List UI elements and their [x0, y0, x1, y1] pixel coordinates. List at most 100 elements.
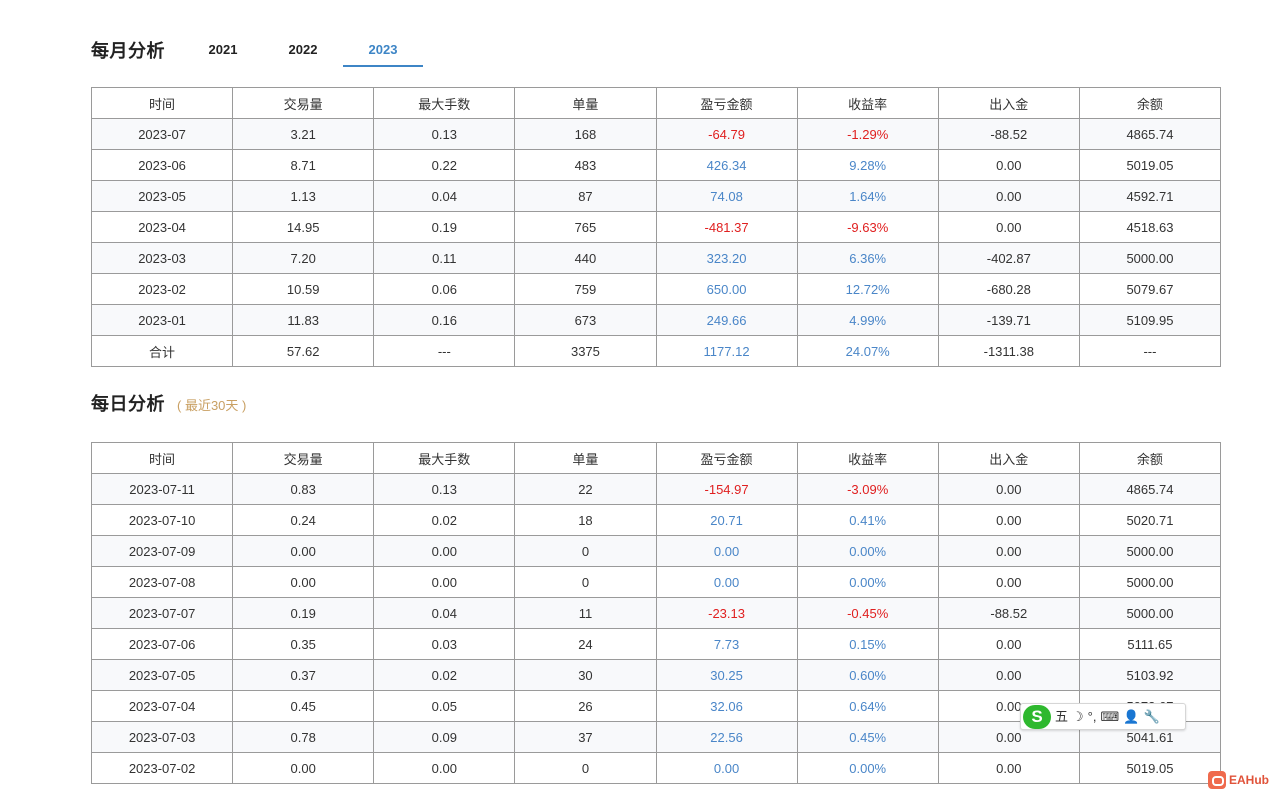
cell-orders: 673 [514, 304, 657, 336]
cell-max-lots: 0.22 [373, 149, 516, 181]
cell-time: 2023-07-07 [90, 597, 234, 629]
cell-yield: 0.60% [796, 659, 939, 691]
cell-pnl: -64.79 [655, 118, 798, 150]
cell-time: 2023-07-02 [90, 752, 234, 784]
ime-toolbar[interactable]: S 五 ☽ °, ⌨ 👤 🔧 [1020, 703, 1186, 730]
cell-balance: --- [1078, 335, 1222, 367]
column-header-volume: 交易量 [232, 442, 375, 474]
cell-volume: 3.21 [232, 118, 375, 150]
cell-orders: 26 [514, 690, 657, 722]
cell-volume: 1.13 [232, 180, 375, 212]
column-header-orders: 单量 [514, 442, 657, 474]
daily-table-header: 时间 交易量 最大手数 单量 盈亏金额 收益率 出入金 余额 [90, 442, 1222, 474]
cell-volume: 0.24 [232, 504, 375, 536]
cell-time: 2023-07-10 [90, 504, 234, 536]
table-row: 2023-07-05 0.37 0.02 30 30.25 0.60% 0.00 5103.9… [90, 659, 1222, 691]
column-header-max-lots: 最大手数 [373, 87, 516, 119]
sogou-logo-icon[interactable]: S [1023, 704, 1051, 729]
wrench-icon[interactable]: 🔧 [1143, 708, 1160, 724]
cell-deposit: -139.71 [937, 304, 1080, 336]
cell-max-lots: 0.13 [373, 473, 516, 505]
cell-yield: 0.00% [796, 752, 939, 784]
cell-balance: 5000.00 [1078, 242, 1222, 274]
column-header-orders: 单量 [514, 87, 657, 119]
cell-max-lots: 0.00 [373, 535, 516, 567]
cell-max-lots: 0.02 [373, 504, 516, 536]
cell-pnl: -23.13 [655, 597, 798, 629]
tab-year-2023[interactable]: 2023 [343, 33, 423, 67]
cell-volume: 0.35 [232, 628, 375, 660]
cell-pnl: 1177.12 [655, 335, 798, 367]
monthly-header: 每月分析 [91, 37, 165, 63]
keyboard-icon[interactable]: ⌨ [1100, 708, 1120, 724]
table-row: 2023-07-10 0.24 0.02 18 20.71 0.41% 0.00 5020.7… [90, 504, 1222, 536]
cell-deposit: 0.00 [937, 659, 1080, 691]
wubi-mode-icon[interactable]: 五 [1055, 708, 1069, 724]
cell-volume: 0.00 [232, 752, 375, 784]
cell-yield: 0.64% [796, 690, 939, 722]
cell-deposit: 0.00 [937, 628, 1080, 660]
cell-yield: 9.28% [796, 149, 939, 181]
cell-yield: -3.09% [796, 473, 939, 505]
cell-orders: 37 [514, 721, 657, 753]
cell-max-lots: 0.11 [373, 242, 516, 274]
cell-max-lots: 0.05 [373, 690, 516, 722]
moon-icon[interactable]: ☽ [1072, 708, 1084, 724]
cell-yield: 4.99% [796, 304, 939, 336]
table-row: 2023-07-11 0.83 0.13 22 -154.97 -3.09% 0.00 486… [90, 473, 1222, 505]
table-row: 2023-07-08 0.00 0.00 0 0.00 0.00% 0.00 5000.00 [90, 566, 1222, 598]
cell-pnl: 249.66 [655, 304, 798, 336]
cell-max-lots: 0.13 [373, 118, 516, 150]
table-row: 2023-01 11.83 0.16 673 249.66 4.99% -139.71 510… [90, 304, 1222, 336]
cell-max-lots: 0.09 [373, 721, 516, 753]
tab-year-2022[interactable]: 2022 [288, 42, 318, 57]
cell-balance: 5019.05 [1078, 752, 1222, 784]
cell-time: 2023-07-09 [90, 535, 234, 567]
daily-title: 每日分析 [91, 394, 165, 414]
cell-yield: 0.00% [796, 535, 939, 567]
column-header-yield: 收益率 [796, 442, 939, 474]
cell-yield: 0.41% [796, 504, 939, 536]
cell-volume: 0.83 [232, 473, 375, 505]
cell-deposit: 0.00 [937, 504, 1080, 536]
table-row: 2023-02 10.59 0.06 759 650.00 12.72% -680.28 50… [90, 273, 1222, 305]
cell-pnl: 30.25 [655, 659, 798, 691]
cell-max-lots: 0.19 [373, 211, 516, 243]
cell-time: 2023-07-05 [90, 659, 234, 691]
column-header-pnl: 盈亏金额 [655, 87, 798, 119]
cell-volume: 0.00 [232, 566, 375, 598]
cell-pnl: 650.00 [655, 273, 798, 305]
cell-balance: 4865.74 [1078, 118, 1222, 150]
cell-time: 2023-04 [90, 211, 234, 243]
cell-max-lots: 0.00 [373, 752, 516, 784]
cell-orders: 483 [514, 149, 657, 181]
table-row: 2023-04 14.95 0.19 765 -481.37 -9.63% 0.00 4518… [90, 211, 1222, 243]
cell-time: 2023-07-03 [90, 721, 234, 753]
cell-volume: 57.62 [232, 335, 375, 367]
daily-header: 每日分析 ( 最近30天 ) [91, 390, 246, 416]
cell-orders: 3375 [514, 335, 657, 367]
cell-max-lots: 0.00 [373, 566, 516, 598]
cell-pnl: 323.20 [655, 242, 798, 274]
eahub-watermark: EAHub [1208, 771, 1269, 789]
cell-time: 2023-07-08 [90, 566, 234, 598]
cell-time: 2023-07-04 [90, 690, 234, 722]
tab-year-2021[interactable]: 2021 [208, 42, 238, 57]
cell-deposit: 0.00 [937, 149, 1080, 181]
cell-balance: 5111.65 [1078, 628, 1222, 660]
punctuation-icon[interactable]: °, [1087, 708, 1097, 724]
cell-deposit: 0.00 [937, 211, 1080, 243]
cell-deposit: -88.52 [937, 118, 1080, 150]
cell-pnl: 22.56 [655, 721, 798, 753]
cell-yield: 12.72% [796, 273, 939, 305]
cell-time: 2023-03 [90, 242, 234, 274]
column-header-balance: 余额 [1078, 87, 1222, 119]
cell-pnl: 0.00 [655, 535, 798, 567]
cell-volume: 7.20 [232, 242, 375, 274]
cell-balance: 5109.95 [1078, 304, 1222, 336]
user-icon[interactable]: 👤 [1123, 708, 1140, 724]
cell-balance: 4865.74 [1078, 473, 1222, 505]
cell-balance: 5000.00 [1078, 535, 1222, 567]
cell-volume: 11.83 [232, 304, 375, 336]
cell-max-lots: --- [373, 335, 516, 367]
